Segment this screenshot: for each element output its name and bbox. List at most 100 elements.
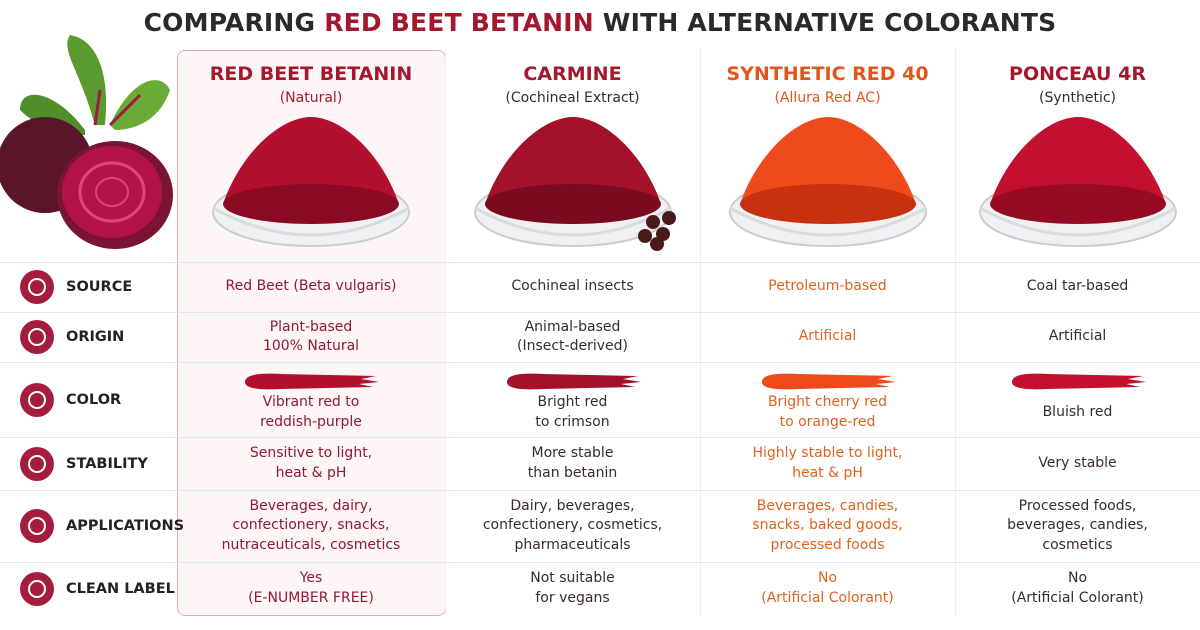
cell: Cochineal insects (445, 262, 700, 312)
cell-text: beverages, candies, (1007, 517, 1148, 534)
cell-text: More stable (531, 445, 614, 461)
cell-text: Yes (299, 570, 323, 586)
cell-text: heat & pH (275, 464, 347, 481)
cell: Very stable (955, 437, 1200, 490)
cell-text: pharmaceuticals (514, 536, 631, 553)
column-name: RED BEET BETANIN (209, 63, 413, 85)
column-subtitle: (Allura Red AC) (774, 90, 881, 106)
column-name: SYNTHETIC RED 40 (726, 63, 929, 85)
column-divider (955, 50, 956, 615)
cell-text: nutraceuticals, cosmetics (221, 536, 401, 553)
color-swatch (761, 373, 896, 390)
cell-text: for vegans (535, 589, 610, 606)
powder-bowl (473, 117, 676, 251)
cell-text: to orange-red (779, 413, 876, 430)
cell-text: Artificial (798, 328, 857, 345)
row-label: COLOR (66, 391, 122, 408)
cell-text: (Artificial Colorant) (761, 589, 894, 606)
cell-text: Coal tar-based (1026, 278, 1129, 295)
title-text: WITH ALTERNATIVE COLORANTS (602, 8, 1057, 37)
cell: Artificial (700, 312, 955, 362)
beet-illustration (0, 35, 173, 249)
cell-text: Artificial (1048, 328, 1107, 345)
row-divider (0, 362, 1200, 363)
cell-text: Animal-based (524, 318, 621, 335)
cell-text: Highly stable to light, (752, 445, 903, 461)
cell-text: Plant-based (269, 318, 353, 335)
cell-text: 100% Natural (262, 338, 360, 354)
title-highlight: RED BEET BETANIN (324, 8, 594, 37)
cell-text: heat & pH (792, 464, 863, 481)
cell: Artificial (955, 312, 1200, 362)
cell-text: Dairy, beverages, (510, 497, 635, 514)
powder-bowl (728, 117, 927, 247)
cell: Animal-based (Insect-derived) (445, 312, 700, 362)
cell-text: Cochineal insects (511, 278, 634, 295)
cell-text: No (817, 570, 838, 586)
cell-text: than betanin (527, 464, 618, 481)
row-divider (0, 562, 1200, 563)
row-icon (20, 509, 54, 543)
cell: No (Artificial Colorant) (955, 562, 1200, 615)
cell: No (Artificial Colorant) (700, 562, 955, 615)
cell-text: to crimson (535, 413, 610, 430)
row-label: APPLICATIONS (66, 518, 185, 534)
row-icon (20, 382, 54, 417)
column-name: CARMINE (523, 63, 622, 85)
cell-text: Processed foods, (1018, 497, 1137, 514)
row-divider (0, 312, 1200, 313)
cell: Beverages, dairy, confectionery, snacks, n… (177, 490, 445, 562)
column-name: PONCEAU 4R (1009, 63, 1146, 85)
cell-text: Vibrant red to (262, 394, 360, 410)
cell-text: cosmetics (1042, 536, 1113, 553)
cell-text: snacks, baked goods, (752, 517, 903, 534)
column-subtitle: (Cochineal Extract) (505, 90, 640, 106)
cell: Beverages, candies, snacks, baked goods, p… (700, 490, 955, 562)
row-label: SOURCE (66, 279, 133, 295)
row-divider (0, 490, 1200, 491)
row-icon (20, 571, 54, 606)
cell-text: Very stable (1038, 454, 1117, 471)
cell-text: (Artificial Colorant) (1011, 589, 1144, 606)
row-divider (0, 262, 1200, 263)
cell-text: Bright cherry red (767, 394, 888, 410)
cell-text: reddish-purple (260, 413, 362, 430)
cell: Yes (E-NUMBER FREE) (177, 562, 445, 615)
powder-bowl (212, 117, 410, 247)
cell: Red Beet (Beta vulgaris) (177, 262, 445, 312)
cell: Bluish red (955, 388, 1200, 437)
cell: Dairy, beverages, confectionery, cosmetic… (445, 490, 700, 562)
cell: Vibrant red to reddish-purple (177, 388, 445, 437)
color-swatch (1011, 373, 1146, 390)
color-swatch (245, 373, 379, 390)
cell: Highly stable to light, heat & pH (700, 437, 955, 490)
cell: More stable than betanin (445, 437, 700, 490)
column-subtitle: (Synthetic) (1038, 90, 1117, 106)
cell-text: processed foods (770, 536, 885, 553)
cell-text: (Insect-derived) (516, 338, 628, 354)
cell-text: Sensitive to light, (249, 445, 373, 461)
column-subtitle: (Natural) (279, 90, 343, 106)
cell: Sensitive to light, heat & pH (177, 437, 445, 490)
cell: Bright red to crimson (445, 388, 700, 437)
cell: Not suitable for vegans (445, 562, 700, 615)
powder-bowl (978, 117, 1177, 247)
cell-text: Not suitable (530, 570, 615, 586)
row-icon (20, 270, 54, 304)
cell-text: Beverages, candies, (756, 497, 899, 514)
cell-text: Bluish red (1042, 403, 1113, 420)
cell-text: Beverages, dairy, (249, 497, 373, 514)
column-divider (700, 50, 701, 615)
cell-text: Petroleum-based (768, 278, 887, 295)
row-icon (20, 320, 54, 354)
column-divider (445, 50, 446, 615)
cell: Processed foods, beverages, candies, cosme… (955, 490, 1200, 562)
cell: Coal tar-based (955, 262, 1200, 312)
row-label: ORIGIN (66, 329, 125, 345)
row-label: STABILITY (66, 455, 148, 472)
cell-text: confectionery, snacks, (232, 517, 390, 534)
cell: Bright cherry red to orange-red (700, 388, 955, 437)
cell-text: Bright red (537, 394, 608, 410)
color-swatch (506, 373, 641, 390)
cell-text: (E-NUMBER FREE) (248, 589, 374, 606)
